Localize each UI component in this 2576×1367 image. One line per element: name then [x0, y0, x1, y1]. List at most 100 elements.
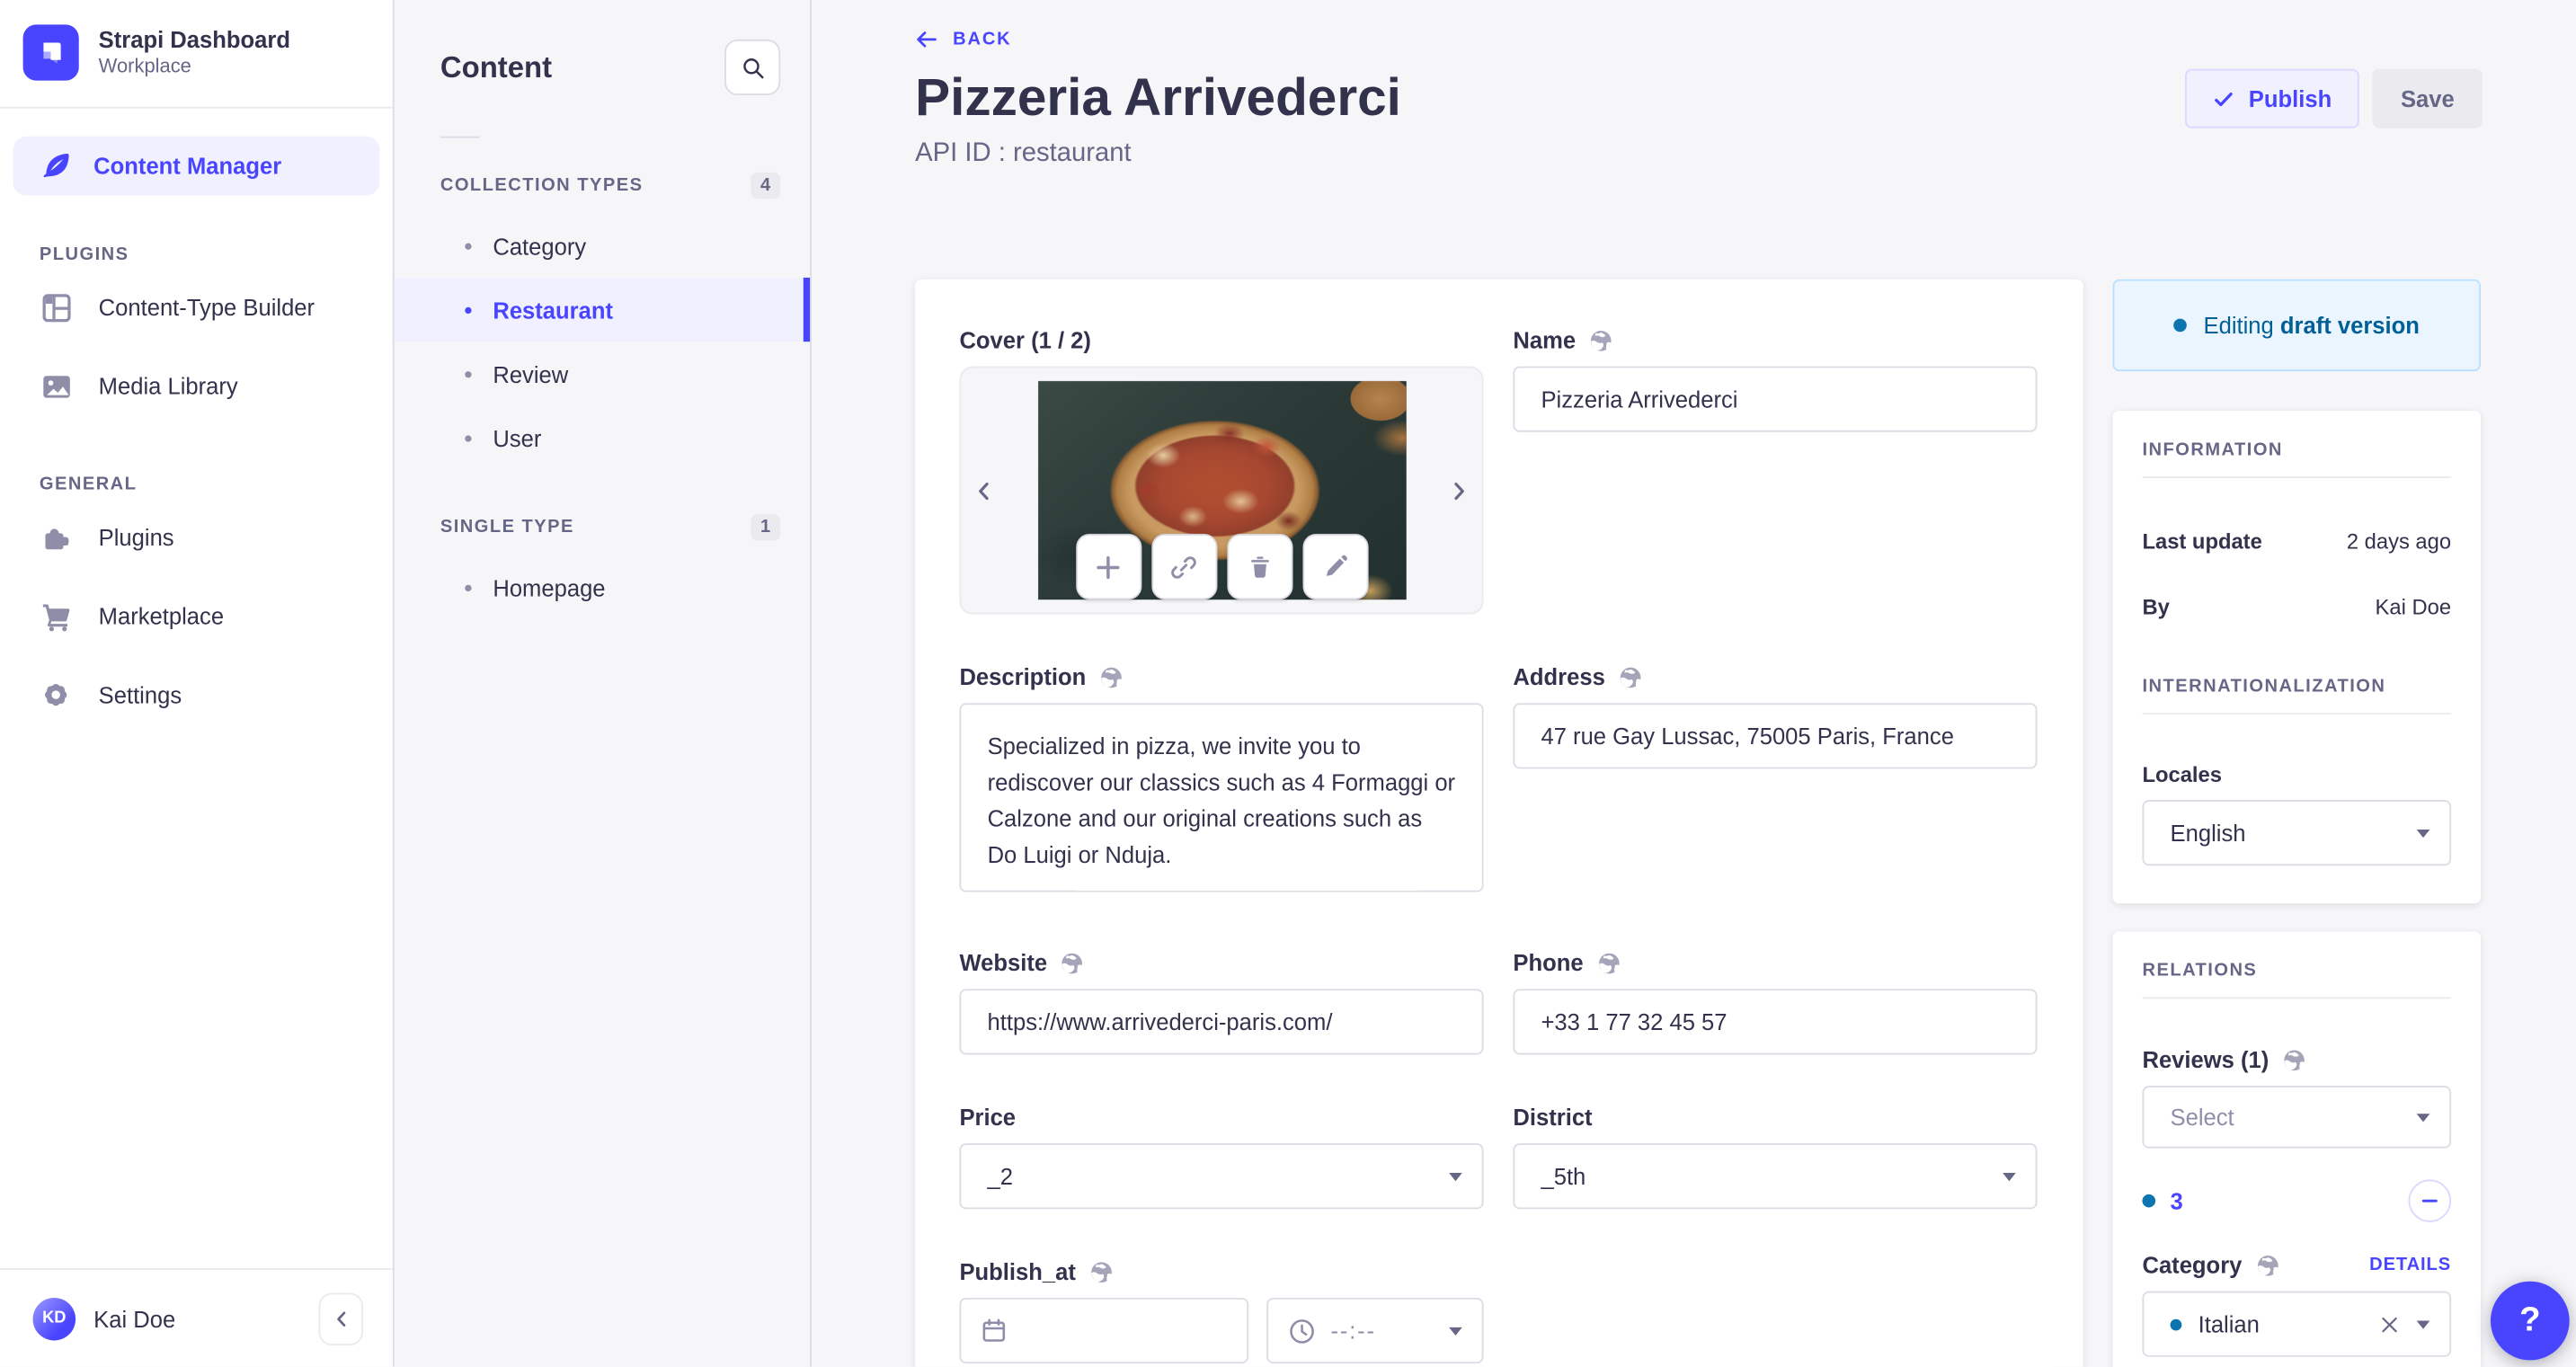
- price-field: Price _2: [959, 1104, 1484, 1210]
- bullet-icon: [465, 434, 472, 441]
- shopping-cart-icon: [40, 599, 73, 633]
- panel-divider: [2142, 713, 2452, 715]
- last-update-label: Last update: [2142, 528, 2262, 554]
- description-textarea[interactable]: Specialized in pizza, we invite you to r…: [959, 703, 1484, 892]
- publish-at-field: Publish_at --:--: [959, 1258, 1484, 1364]
- subnav-item-review[interactable]: Review: [395, 342, 810, 405]
- layout-grid-icon: [40, 291, 73, 324]
- sidebar-item-content-manager[interactable]: Content Manager: [13, 136, 380, 196]
- carousel-prev-button[interactable]: [973, 479, 996, 502]
- name-field: Name: [1513, 327, 2038, 615]
- relation-item-link[interactable]: 3: [2170, 1187, 2183, 1214]
- carousel-next-button[interactable]: [1447, 479, 1470, 502]
- sidebar-item-media-library[interactable]: Media Library: [13, 347, 380, 426]
- remove-relation-button[interactable]: [2408, 1179, 2452, 1222]
- strapi-logo-icon: [22, 24, 79, 81]
- relation-item: 3: [2142, 1179, 2452, 1222]
- chevron-down-icon: [1449, 1326, 1462, 1336]
- sidebar-item-content-type-builder[interactable]: Content-Type Builder: [13, 268, 380, 347]
- category-value: Italian: [2198, 1310, 2260, 1337]
- information-heading: INFORMATION: [2142, 439, 2283, 460]
- category-select[interactable]: Italian: [2142, 1291, 2452, 1357]
- image-icon: [40, 369, 73, 403]
- cover-label: Cover (1 / 2): [959, 326, 1091, 353]
- subnav-item-label: Homepage: [493, 573, 606, 601]
- sidebar-section-plugins: PLUGINS: [39, 244, 129, 265]
- phone-label: Phone: [1513, 949, 1584, 976]
- address-label: Address: [1513, 663, 1605, 690]
- globe-icon: [1596, 950, 1621, 974]
- subnav-item-user[interactable]: User: [395, 405, 810, 469]
- bullet-icon: [465, 242, 472, 249]
- last-update-value: 2 days ago: [2346, 528, 2452, 554]
- edit-asset-button[interactable]: [1301, 534, 1368, 600]
- website-field: Website: [959, 949, 1484, 1055]
- collapse-sidebar-button[interactable]: [318, 1292, 363, 1345]
- website-label: Website: [959, 949, 1048, 976]
- sidebar-item-marketplace[interactable]: Marketplace: [13, 577, 380, 656]
- phone-field: Phone: [1513, 949, 2038, 1055]
- price-select[interactable]: _2: [959, 1143, 1484, 1210]
- locale-select[interactable]: English: [2142, 800, 2452, 866]
- sidebar-footer: KD Kai Doe: [0, 1268, 393, 1367]
- address-field: Address: [1513, 663, 2038, 900]
- panel-divider: [2142, 476, 2452, 478]
- subnav-item-restaurant[interactable]: Restaurant: [394, 277, 811, 342]
- calendar-icon: [981, 1318, 1007, 1344]
- website-input[interactable]: [959, 989, 1484, 1055]
- sidebar-item-label: Settings: [98, 681, 182, 708]
- chevron-left-icon: [331, 1309, 351, 1328]
- last-update-row: Last update 2 days ago: [2142, 529, 2451, 554]
- sidebar-item-settings[interactable]: Settings: [13, 655, 380, 734]
- copy-link-button[interactable]: [1150, 534, 1217, 600]
- save-button[interactable]: Save: [2372, 68, 2483, 129]
- draft-status-banner: Editing draft version: [2112, 279, 2481, 372]
- publish-button[interactable]: Publish: [2184, 68, 2360, 129]
- main-sidebar: Strapi Dashboard Workplace Content Manag…: [0, 0, 395, 1367]
- category-label: Category: [2142, 1251, 2243, 1279]
- user-name: Kai Doe: [93, 1305, 176, 1332]
- sidebar-item-plugins[interactable]: Plugins: [13, 498, 380, 577]
- back-link[interactable]: BACK: [915, 28, 1011, 51]
- draft-dot-icon: [2170, 1318, 2182, 1330]
- globe-icon: [1618, 664, 1642, 688]
- cover-field: Cover (1 / 2): [959, 326, 1484, 615]
- bullet-icon: [465, 370, 472, 377]
- help-button[interactable]: ?: [2490, 1281, 2570, 1361]
- pencil-icon: [1321, 554, 1347, 580]
- subnav-item-homepage[interactable]: Homepage: [395, 555, 810, 619]
- subnav-item-category[interactable]: Category: [395, 214, 810, 278]
- main-content: BACK Pizzeria Arrivederci Publish Save A…: [812, 0, 2576, 1367]
- status-dot-icon: [2173, 318, 2188, 333]
- phone-input[interactable]: [1513, 989, 2038, 1055]
- workspace-name: Workplace: [98, 54, 191, 78]
- link-icon: [1169, 553, 1197, 581]
- clear-icon[interactable]: [2379, 1313, 2401, 1335]
- collection-types-heading: COLLECTION TYPES: [440, 175, 644, 196]
- address-input[interactable]: [1513, 703, 2038, 769]
- cover-carousel: [959, 366, 1484, 615]
- reviews-select[interactable]: Select: [2142, 1086, 2452, 1149]
- app-title: Strapi Dashboard: [98, 25, 290, 53]
- workspace-switcher[interactable]: Strapi Dashboard Workplace: [0, 0, 393, 107]
- add-asset-button[interactable]: [1075, 534, 1141, 600]
- sidebar-divider: [0, 106, 393, 109]
- district-field: District _5th: [1513, 1104, 2038, 1210]
- sidebar-section-general: GENERAL: [39, 475, 138, 495]
- date-picker[interactable]: [959, 1297, 1249, 1364]
- page-title: Pizzeria Arrivederci: [915, 67, 1401, 128]
- locale-value: English: [2170, 820, 2246, 847]
- by-value: Kai Doe: [2375, 594, 2452, 620]
- sidebar-item-label: Marketplace: [98, 602, 225, 630]
- globe-icon: [1589, 328, 1613, 352]
- details-link[interactable]: DETAILS: [2369, 1255, 2452, 1275]
- time-picker[interactable]: --:--: [1266, 1297, 1484, 1364]
- search-button[interactable]: [724, 39, 781, 96]
- delete-asset-button[interactable]: [1226, 534, 1292, 600]
- publish-at-label: Publish_at: [959, 1258, 1076, 1285]
- avatar[interactable]: KD: [32, 1297, 76, 1340]
- district-select[interactable]: _5th: [1513, 1143, 2038, 1210]
- publish-label: Publish: [2248, 85, 2332, 112]
- name-input[interactable]: [1513, 366, 2038, 432]
